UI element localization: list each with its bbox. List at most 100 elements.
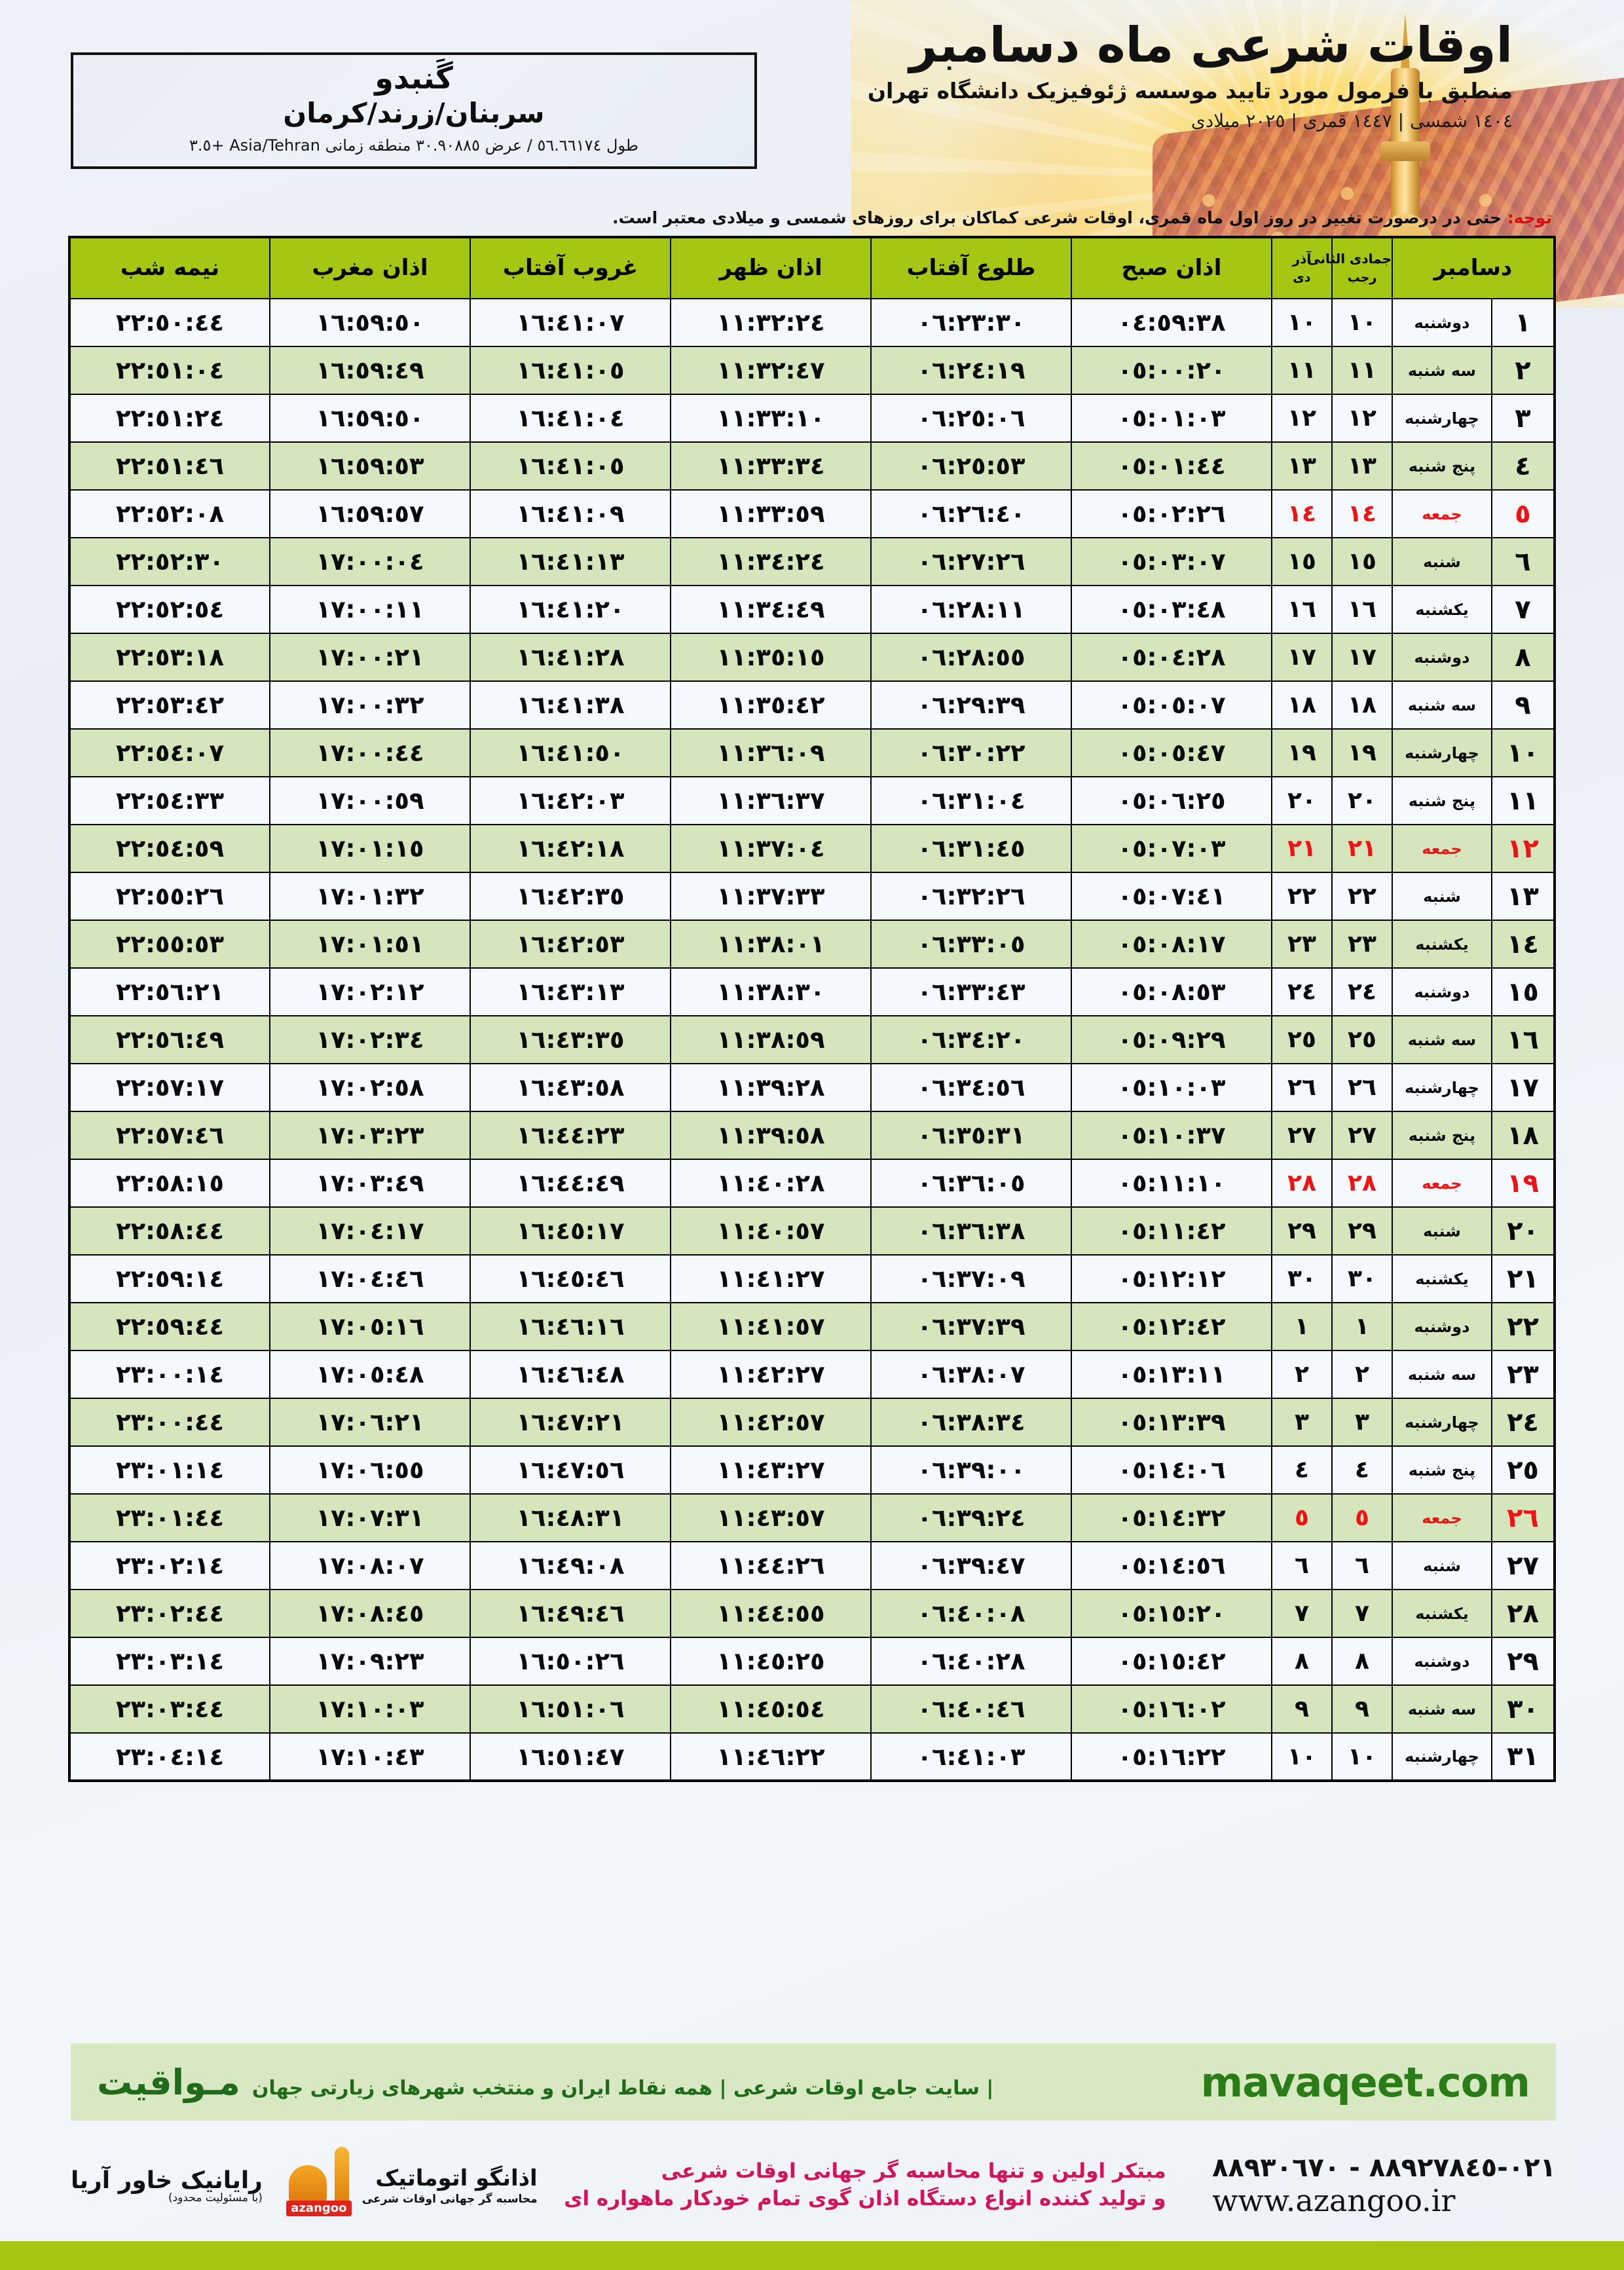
cell-sunrise: ٠٦:٣٦:٣٨ [870,1206,1072,1256]
cell-shamsi: ٣٠ [1270,1254,1333,1303]
cell-day: ٧ [1491,585,1555,634]
cell-dhuhr: ١١:٤٣:٥٧ [669,1493,872,1542]
note-text: حتی در درصورت تغییر در روز اول ماه قمری،… [612,208,1507,227]
cell-maghrib: ١٦:٥٩:٥٠ [268,394,471,443]
cell-shamsi: ١٥ [1270,537,1333,586]
cell-sunrise: ٠٦:٢٦:٤٠ [870,489,1072,538]
table-row: ٢٧ شنبه ٦ ٦ ٠٥:١٤:٥٦ ٠٦:٣٩:٤٧ ١١:٤٤:٢٦ ١٦:٤٩:٠٨… [68,1541,1555,1590]
cell-midnight: ٢٢:٥٨:٤٤ [68,1206,270,1256]
cell-shamsi: ١٦ [1270,585,1333,634]
cell-sunrise: ٠٦:٣١:٤٥ [870,824,1072,873]
cell-dhuhr: ١١:٤٥:٥٤ [669,1684,872,1734]
cell-day: ٤ [1491,441,1555,491]
cell-sunrise: ٠٦:٣٠:٢٢ [870,728,1072,777]
cell-maghrib: ١٧:٠٦:٥٥ [268,1445,471,1495]
cell-midnight: ٢٢:٥٢:٣٠ [68,537,270,586]
cell-midnight: ٢٢:٥٦:٤٩ [68,1015,270,1064]
cell-sunset: ١٦:٤١:٣٨ [469,680,671,730]
cell-dayname: دوشنبه [1391,1637,1493,1686]
cell-fajr: ٠٥:٠٩:٢٩ [1070,1015,1272,1064]
rayanik-logo-sub: (با مسئولیت محدود) [168,2191,263,2205]
cell-midnight: ٢٢:٥١:٤٦ [68,441,270,491]
cell-sunset: ١٦:٤١:٠٥ [469,441,671,491]
cell-sunrise: ٠٦:٢٣:٣٠ [870,298,1072,347]
cell-dhuhr: ١١:٤٣:٢٧ [669,1445,872,1495]
cell-sunset: ١٦:٤٤:٢٣ [469,1111,671,1160]
cell-fajr: ٠٥:٠٥:٤٧ [1070,728,1272,777]
promo-band: mavaqeet.com | سایت جامع اوقات شرعی | هم… [71,2043,1556,2121]
table-row: ٢٢ دوشنبه ١ ١ ٠٥:١٢:٤٢ ٠٦:٣٧:٣٩ ١١:٤١:٥٧ ١٦:٤٦:… [68,1302,1555,1351]
cell-dhuhr: ١١:٤٠:٥٧ [669,1206,872,1256]
cell-dayname: دوشنبه [1391,298,1493,347]
cell-shamsi: ١٤ [1270,489,1333,538]
cell-sunrise: ٠٦:٤١:٠٣ [870,1732,1072,1781]
bottom-green-bar [0,2241,1624,2270]
cell-fajr: ٠٥:٠٠:٢٠ [1070,346,1272,395]
azangoo-logo-sub: محاسبه گر جهانی اوقات شرعی [361,2193,538,2206]
cell-day: ١٩ [1491,1159,1555,1208]
page-footer: ٠٢١-٨٨٩٢٧٨٤٥ - ٨٨٩٣٠٦٧٠ www.azangoo.ir م… [71,2136,1556,2235]
cell-dhuhr: ١١:٣٣:٥٩ [669,489,872,538]
cell-sunrise: ٠٦:٢٥:٠٦ [870,394,1072,443]
cell-day: ٢٣ [1491,1350,1555,1399]
cell-day: ٥ [1491,489,1555,538]
cell-midnight: ٢٢:٥٠:٤٤ [68,298,270,347]
table-row: ٤ پنج شنبه ١٣ ١٣ ٠٥:٠١:٤٤ ٠٦:٢٥:٥٣ ١١:٣٣:٣٤ ١٦:… [68,441,1555,491]
cell-hijri: ٧ [1331,1589,1393,1638]
cell-fajr: ٠٥:١٤:٠٦ [1070,1445,1272,1495]
table-row: ١٨ پنج شنبه ٢٧ ٢٧ ٠٥:١٠:٣٧ ٠٦:٣٥:٣١ ١١:٣٩:٥٨ ١٦… [68,1111,1555,1160]
cell-hijri: ٢٧ [1331,1111,1393,1160]
cell-sunrise: ٠٦:٣٤:٢٠ [870,1015,1072,1064]
cell-maghrib: ١٧:٠٨:٠٧ [268,1541,471,1590]
cell-fajr: ٠٥:٠٣:٤٨ [1070,585,1272,634]
cell-day: ٢٤ [1491,1398,1555,1447]
table-header-row: دسامبر جمادی الثانی رجب آذر دی اذان صبح … [68,236,1556,299]
cell-shamsi: ٢٥ [1270,1015,1333,1064]
cell-sunset: ١٦:٤٥:١٧ [469,1206,671,1256]
cell-sunset: ١٦:٤٢:٠٣ [469,776,671,825]
cell-dhuhr: ١١:٤٠:٢٨ [669,1159,872,1208]
table-row: ٨ دوشنبه ١٧ ١٧ ٠٥:٠٤:٢٨ ٠٦:٢٨:٥٥ ١١:٣٥:١٥ ١٦:٤١… [68,633,1555,682]
cell-fajr: ٠٥:٠٤:٢٨ [1070,633,1272,682]
promo-text-group: | سایت جامع اوقات شرعی | همه نقاط ایران … [97,2062,993,2103]
table-row: ٢٠ شنبه ٢٩ ٢٩ ٠٥:١١:٤٢ ٠٦:٣٦:٣٨ ١١:٤٠:٥٧ ١٦:٤٥:… [68,1206,1555,1256]
cell-maghrib: ١٧:٠٥:١٦ [268,1302,471,1351]
cell-day: ١ [1491,298,1555,347]
cell-sunrise: ٠٦:٢٧:٢٦ [870,537,1072,586]
cell-maghrib: ١٧:٠٠:٥٩ [268,776,471,825]
cell-fajr: ٠٥:٠٨:١٧ [1070,920,1272,969]
cell-day: ٢٩ [1491,1637,1555,1686]
cell-dhuhr: ١١:٤٢:٥٧ [669,1398,872,1447]
cell-hijri: ١٥ [1331,537,1393,586]
note-line: توجه: حتی در درصورت تغییر در روز اول ماه… [71,208,1552,227]
cell-hijri: ٢ [1331,1350,1393,1399]
cell-hijri: ٤ [1331,1445,1393,1495]
promo-website[interactable]: mavaqeet.com [1200,2058,1530,2106]
cell-fajr: ٠٥:١٦:٠٢ [1070,1684,1272,1734]
cell-sunrise: ٠٦:٣٩:٠٠ [870,1445,1072,1495]
column-header-hijri: جمادی الثانی رجب [1307,236,1393,299]
cell-hijri: ١٨ [1331,680,1393,730]
cell-shamsi: ٢٨ [1270,1159,1333,1208]
cell-fajr: ٠٥:٠١:٠٣ [1070,394,1272,443]
cell-shamsi: ٢٩ [1270,1206,1333,1256]
shamsi-month-2: دی [1293,270,1311,286]
cell-maghrib: ١٧:٠٠:٣٢ [268,680,471,730]
cell-hijri: ٣ [1331,1398,1393,1447]
cell-dhuhr: ١١:٣٨:٣٠ [669,967,872,1016]
cell-day: ١٥ [1491,967,1555,1016]
cell-sunrise: ٠٦:٣١:٠٤ [870,776,1072,825]
column-header-sunrise: طلوع آفتاب [870,236,1072,299]
cell-fajr: ٠٥:٠٦:٢٥ [1070,776,1272,825]
note-label: توجه: [1507,208,1552,227]
cell-sunrise: ٠٦:٣٢:٢٦ [870,872,1072,921]
cell-fajr: ٠٤:٥٩:٣٨ [1070,298,1272,347]
cell-dhuhr: ١١:٤١:٥٧ [669,1302,872,1351]
cell-fajr: ٠٥:٠٢:٢٦ [1070,489,1272,538]
cell-sunset: ١٦:٤١:٢٨ [469,633,671,682]
cell-fajr: ٠٥:١٠:٠٣ [1070,1063,1272,1112]
footer-website[interactable]: www.azangoo.ir [1212,2183,1456,2218]
cell-hijri: ١٠ [1331,1732,1393,1781]
cell-sunset: ١٦:٤٤:٤٩ [469,1159,671,1208]
cell-sunset: ١٦:٤٩:٤٦ [469,1589,671,1638]
